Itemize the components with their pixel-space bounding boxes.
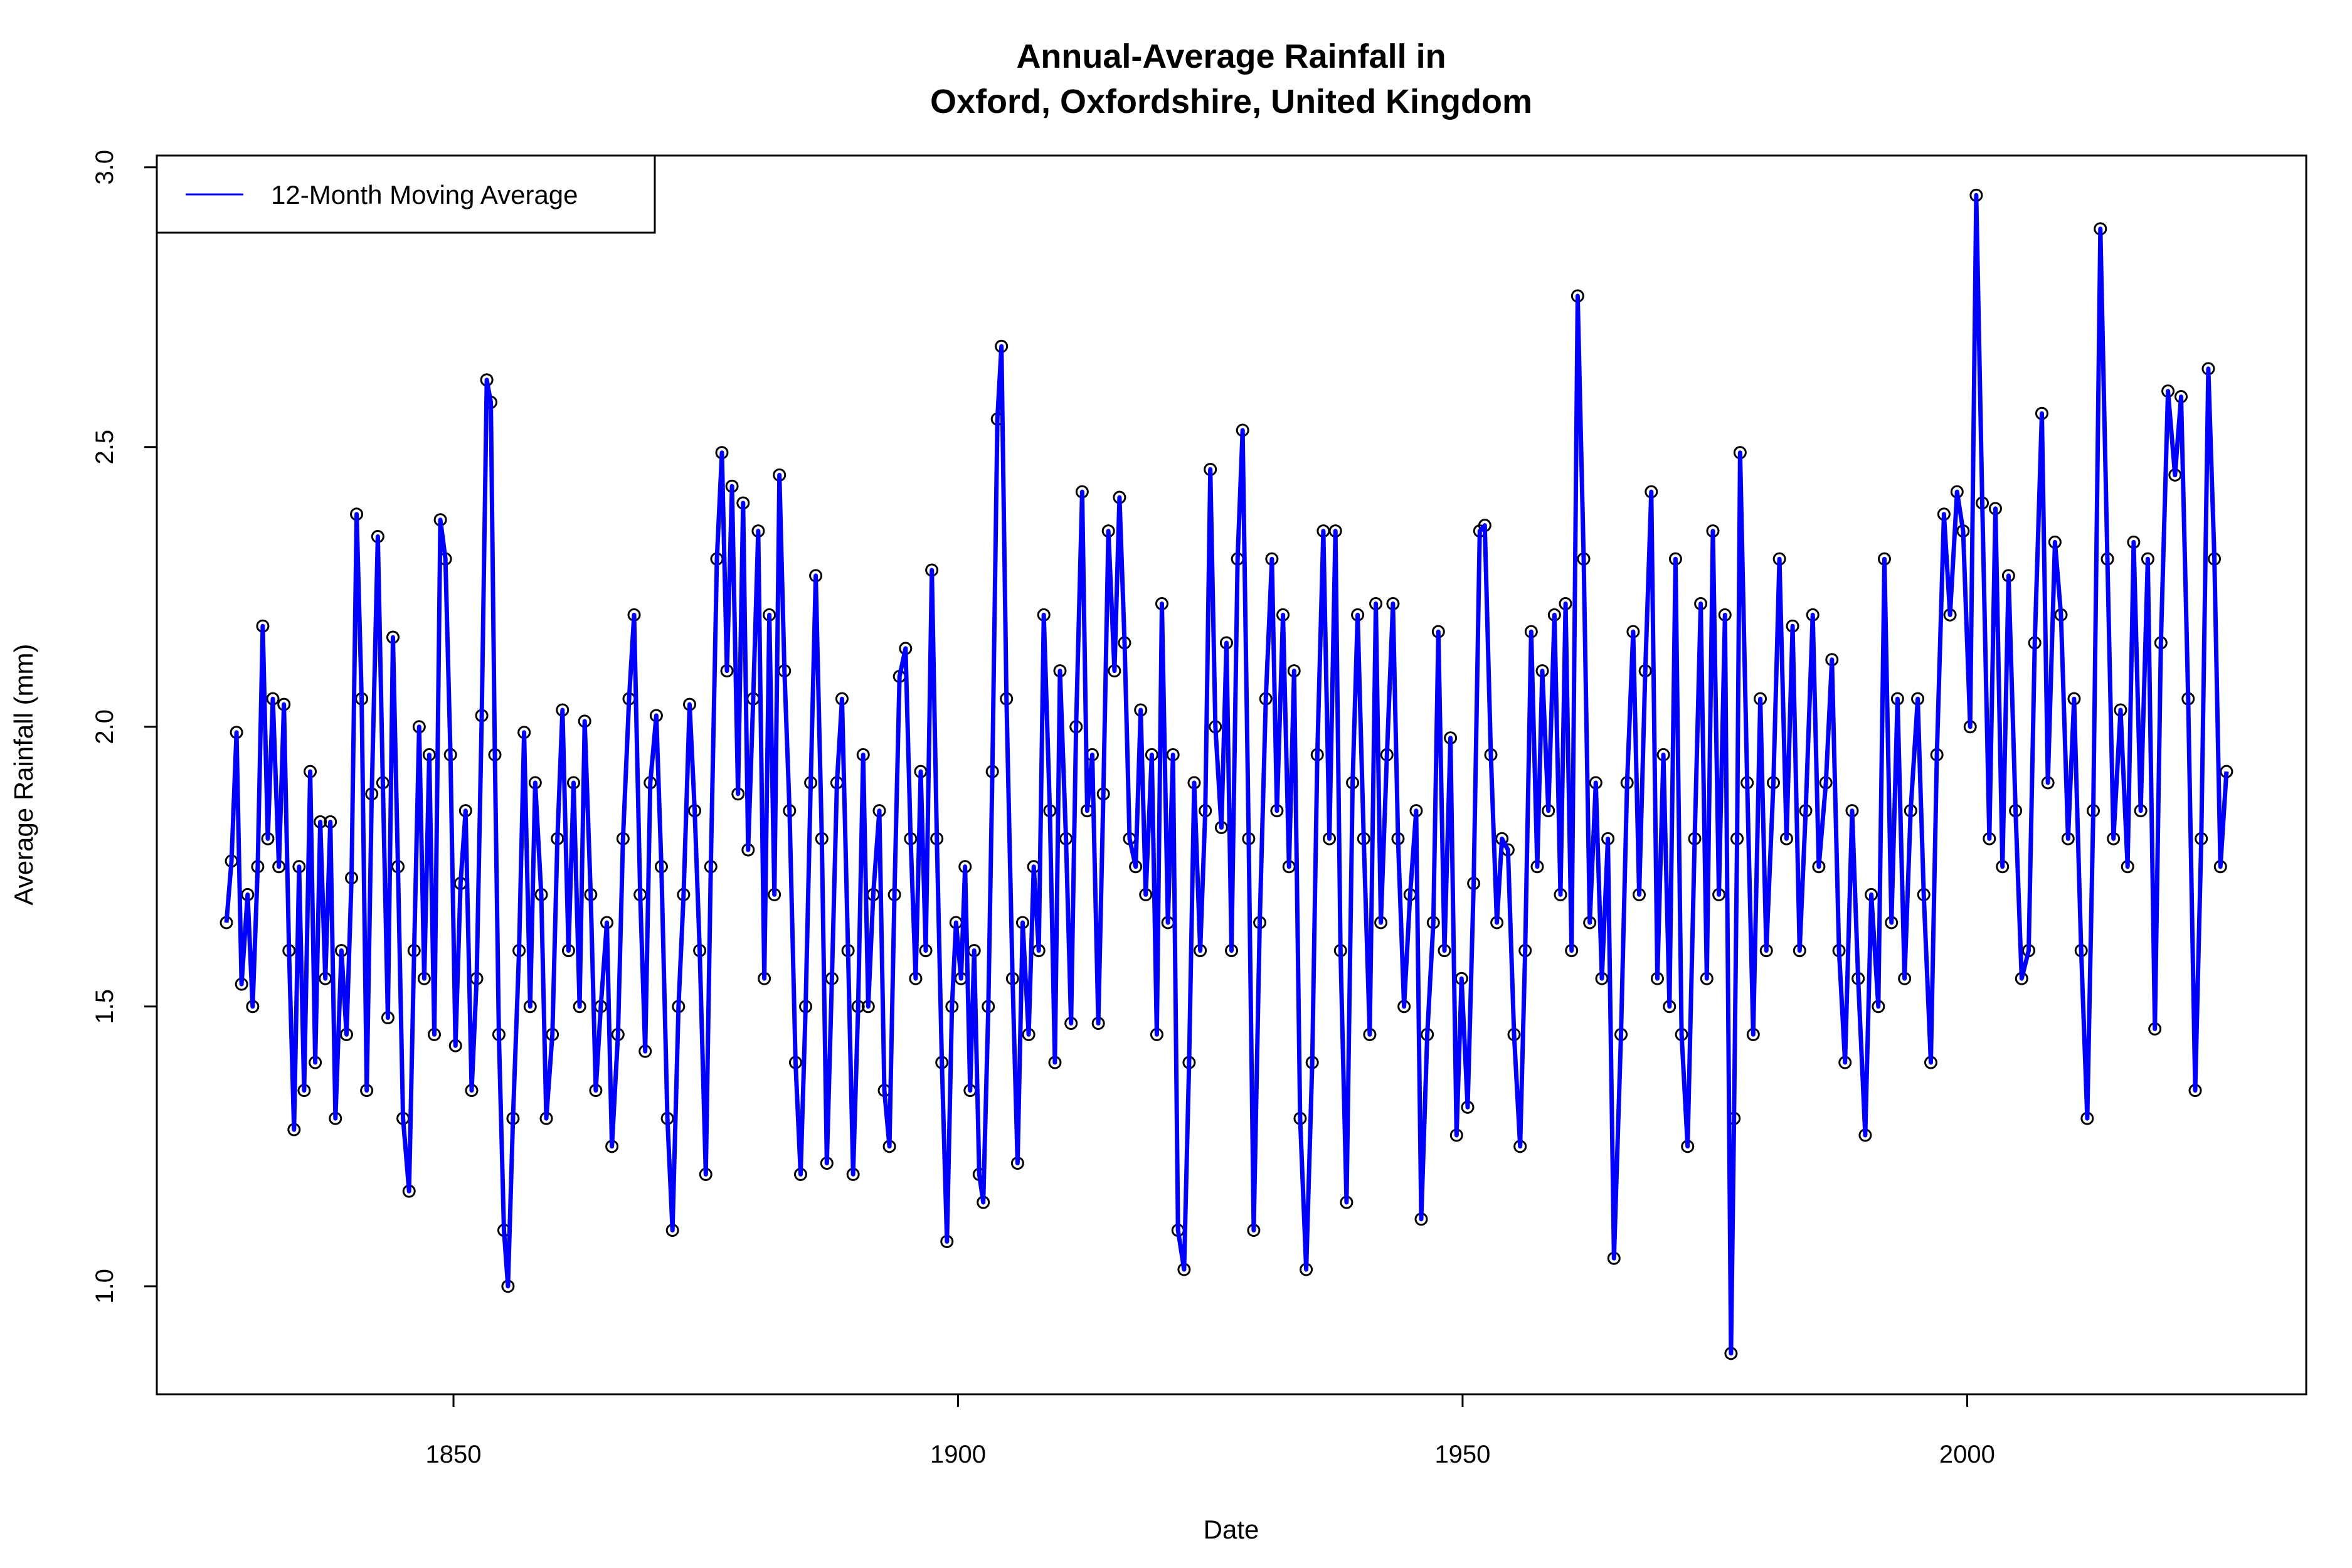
x-tick-label: 1900 xyxy=(930,1441,986,1468)
y-tick-label: 2.5 xyxy=(91,430,119,465)
y-tick-label: 2.0 xyxy=(91,709,119,744)
x-axis-label: Date xyxy=(1204,1515,1259,1544)
y-tick-label: 1.5 xyxy=(91,989,119,1024)
x-tick-label: 1850 xyxy=(426,1441,482,1468)
series-line xyxy=(224,193,2229,1356)
chart-subtitle: Oxford, Oxfordshire, United Kingdom xyxy=(930,83,1532,120)
x-axis: 1850 1900 1950 2000 xyxy=(426,1394,1995,1468)
legend-label: 12-Month Moving Average xyxy=(271,180,578,209)
x-tick-label: 1950 xyxy=(1434,1441,1490,1468)
plot-marks xyxy=(220,188,2233,1360)
y-tick-label: 1.0 xyxy=(91,1269,119,1304)
chart-title: Annual-Average Rainfall in xyxy=(1016,38,1446,75)
plot-frame xyxy=(156,154,2307,1396)
y-axis-label: Average Rainfall (mm) xyxy=(9,644,38,905)
y-tick-label: 3.0 xyxy=(91,150,119,185)
x-tick-label: 2000 xyxy=(1939,1441,1995,1468)
legend: 12-Month Moving Average xyxy=(156,154,656,234)
y-axis: 1.0 1.5 2.0 2.5 3.0 xyxy=(91,150,157,1304)
